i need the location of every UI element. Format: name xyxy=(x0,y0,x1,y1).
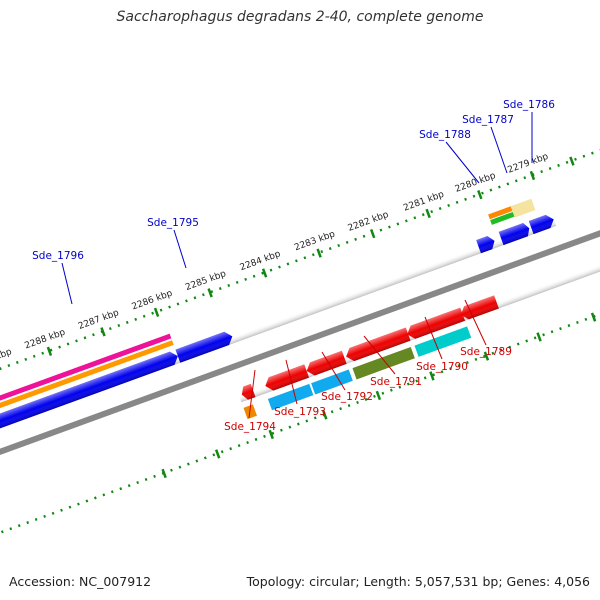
feature-green-band xyxy=(490,211,515,225)
gene-label-sde-1790[interactable]: Sde_1790 xyxy=(416,361,468,373)
gene-label-sde-1796[interactable]: Sde_1796 xyxy=(32,250,84,262)
gene-label-sde-1786[interactable]: Sde_1786 xyxy=(503,99,555,111)
feature-orange-long-band xyxy=(0,340,174,436)
tick-label-2289: 2289 kbp xyxy=(0,347,13,371)
topology-text: Topology: circular; Length: 5,057,531 bp… xyxy=(246,574,590,589)
reverse-genes-shade xyxy=(236,251,600,403)
tick-label-2284: 2284 kbp xyxy=(239,249,283,273)
gene-label-sde-1789[interactable]: Sde_1789 xyxy=(460,346,512,358)
reverse-genes[interactable] xyxy=(236,251,600,420)
upper-major-ticks xyxy=(46,156,575,356)
feature-lightblue-band-2 xyxy=(267,383,314,411)
accession-text: Accession: NC_007912 xyxy=(9,574,152,589)
forward-genes[interactable] xyxy=(0,194,557,454)
lower-tick-track xyxy=(0,253,600,565)
gene-label-sde-1793[interactable]: Sde_1793 xyxy=(274,406,326,418)
tick-label-2279: 2279 kbp xyxy=(507,152,551,176)
gene-label-sde-1787[interactable]: Sde_1787 xyxy=(462,114,514,126)
genome-backbone xyxy=(0,180,600,495)
gene-label-sde-1792[interactable]: Sde_1792 xyxy=(321,391,373,403)
feature-lightblue-band xyxy=(311,369,353,395)
feature-olive-band xyxy=(352,346,415,380)
feature-magenta-band xyxy=(0,333,172,430)
feature-orange-band xyxy=(488,206,513,220)
tick-label-2282: 2282 kbp xyxy=(347,210,391,234)
feature-yellow-band xyxy=(510,198,536,218)
label-leaders xyxy=(61,112,533,419)
gene-label-sde-1788[interactable]: Sde_1788 xyxy=(419,129,471,141)
tick-label-2286: 2286 kbp xyxy=(131,289,175,313)
map-title: Saccharophagus degradans 2-40, complete … xyxy=(116,9,484,25)
tick-label-2281: 2281 kbp xyxy=(402,190,446,214)
gene-label-sde-1791[interactable]: Sde_1791 xyxy=(370,376,422,388)
feature-cyan-band xyxy=(414,326,472,357)
upper-tick-track xyxy=(0,109,600,420)
lower-major-ticks xyxy=(161,312,597,479)
gene-labels: Sde_1786 Sde_1787 Sde_1788 Sde_1795 Sde_… xyxy=(32,99,555,433)
gene-label-sde-1794[interactable]: Sde_1794 xyxy=(224,421,276,433)
forward-genes-shade xyxy=(0,212,557,454)
tick-label-2287: 2287 kbp xyxy=(77,308,121,332)
gene-label-sde-1795[interactable]: Sde_1795 xyxy=(147,217,199,229)
